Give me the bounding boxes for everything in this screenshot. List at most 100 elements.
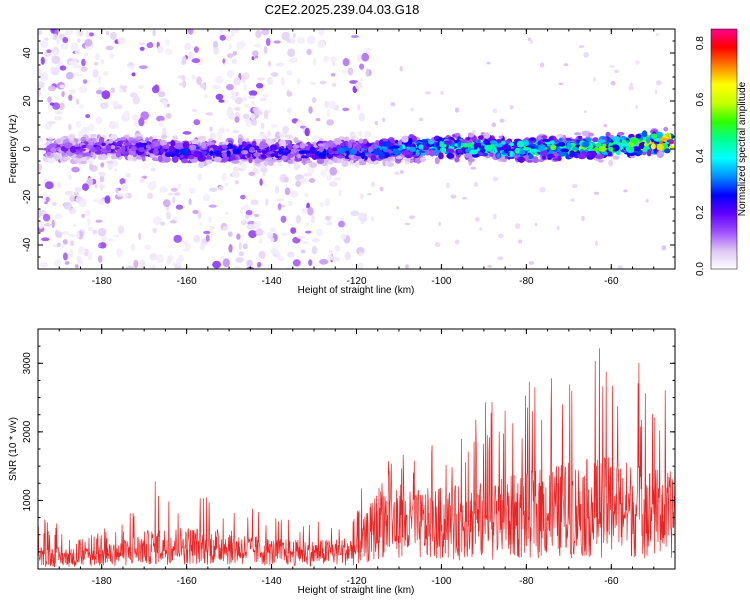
- spectrogram-noise-blob: [593, 76, 596, 82]
- spectrogram-noise-blob: [304, 127, 310, 137]
- spectrogram-noise-blob: [661, 245, 667, 251]
- spectrogram-signal-blob: [249, 146, 255, 152]
- spectrogram-signal-blob: [438, 152, 444, 160]
- spectrogram-signal-blob: [238, 144, 243, 150]
- spectrogram-noise-blob: [349, 80, 358, 84]
- spectrogram-noise-blob: [248, 95, 256, 99]
- spectrogram-noise-blob: [100, 102, 109, 110]
- colorbar-tick-label: 0.2: [695, 205, 706, 219]
- spectrogram-noise-blob: [130, 243, 136, 252]
- spectrogram-noise-blob: [46, 49, 52, 53]
- spectrogram-noise-blob: [175, 204, 184, 210]
- spectrogram-noise-blob: [115, 187, 119, 194]
- snr-y-ticks: 1000 2000 3000: [22, 328, 675, 570]
- spectrogram-signal-blob: [355, 131, 360, 138]
- spectrogram-signal-blob: [629, 137, 637, 144]
- spectrogram-signal-blob: [401, 135, 409, 143]
- spectrogram-signal-blob: [656, 143, 664, 151]
- spectrogram-noise-blob: [234, 96, 243, 105]
- spectrogram-noise-blob: [92, 229, 98, 235]
- spectrogram-noise-blob: [100, 235, 108, 242]
- spectrogram-signal-blob: [231, 160, 240, 164]
- spectrogram-noise-blob: [92, 69, 99, 78]
- spectrogram-noise-blob: [218, 127, 225, 134]
- spectrogram-noise-blob: [218, 99, 225, 103]
- spectrogram-noise-blob: [461, 196, 468, 200]
- spectrogram-noise-blob: [654, 89, 658, 95]
- spectrogram-x-tick-label: -60: [604, 276, 619, 287]
- spectrogram-signal-blob: [445, 148, 455, 154]
- spectrogram-noise-blob: [326, 109, 331, 118]
- spectrogram-signal-blob: [47, 158, 56, 163]
- spectrogram-signal-blob: [188, 144, 197, 151]
- spectrogram-noise-blob: [250, 199, 259, 206]
- spectrogram-signal-blob: [317, 152, 327, 159]
- spectrogram-noise-blob: [251, 119, 258, 126]
- spectrogram-noise-blob: [333, 176, 342, 182]
- spectrogram-signal-blob: [86, 139, 94, 146]
- spectrogram-signal-blob: [467, 133, 475, 138]
- spectrogram-signal-blob: [285, 134, 294, 139]
- spectrogram-noise-blob: [357, 104, 361, 111]
- spectrogram-noise-blob: [84, 209, 91, 217]
- spectrogram-signal-blob: [333, 138, 342, 145]
- spectrogram-noise-blob: [242, 96, 248, 102]
- spectrogram-noise-blob: [199, 222, 203, 226]
- spectrogram-noise-blob: [256, 82, 264, 89]
- spectrogram-noise-blob: [47, 136, 55, 140]
- snr-panel: -180 -160 -140 -120 -100 -80 -60 100020003000 …: [8, 328, 676, 596]
- spectrogram-noise-blob: [222, 226, 229, 231]
- spectrogram-signal-blob: [168, 145, 175, 153]
- spectrogram-noise-blob: [173, 234, 182, 243]
- spectrogram-signal-blob: [332, 156, 338, 163]
- spectrogram-noise-blob: [326, 174, 333, 181]
- spectrogram-noise-blob: [581, 215, 585, 221]
- colorbar-ticks: 0.0 0.2 0.4 0.6 0.8: [695, 36, 706, 276]
- spectrogram-noise-blob: [317, 40, 326, 49]
- spectrogram-noise-blob: [68, 207, 77, 215]
- spectrogram-noise-blob: [645, 198, 649, 203]
- spectrogram-signal-blob: [181, 158, 188, 164]
- spectrogram-noise-blob: [120, 183, 129, 192]
- spectrogram-signal-blob: [548, 153, 554, 157]
- spectrogram-noise-blob: [242, 113, 250, 120]
- spectrogram-noise-blob: [329, 250, 333, 254]
- spectrogram-noise-blob: [262, 94, 269, 98]
- spectrogram-noise-blob: [216, 131, 222, 140]
- spectrogram-signal-blob: [347, 141, 353, 149]
- spectrogram-signal-blob: [95, 146, 101, 151]
- spectrogram-noise-blob: [434, 242, 441, 247]
- spectrogram-signal-blob: [608, 146, 614, 152]
- spectrogram-signal-blob: [169, 153, 176, 158]
- spectrogram-noise-blob: [97, 198, 106, 205]
- spectrogram-noise-blob: [234, 106, 241, 111]
- spectrogram-noise-blob: [357, 262, 364, 269]
- spectrogram-noise-blob: [212, 260, 222, 269]
- spectrogram-noise-blob: [188, 29, 194, 35]
- spectrogram-noise-blob: [100, 162, 105, 168]
- spectrogram-signal-blob: [406, 146, 411, 151]
- spectrogram-noise-blob: [583, 52, 589, 58]
- spectrogram-noise-blob: [410, 107, 414, 112]
- spectrogram-noise-blob: [260, 122, 265, 130]
- spectrogram-signal-blob: [120, 137, 127, 141]
- spectrogram-y-tick-label: 40: [22, 47, 33, 59]
- spectrogram-noise-blob: [224, 182, 229, 187]
- spectrogram-signal-blob: [115, 151, 122, 158]
- spectrogram-noise-blob: [75, 98, 80, 105]
- spectrogram-signal-blob: [496, 143, 503, 148]
- spectrogram-signal-blob: [119, 151, 128, 155]
- spectrogram-noise-blob: [106, 160, 114, 164]
- spectrogram-noise-blob: [220, 255, 225, 260]
- spectrogram-signal-blob: [587, 132, 594, 137]
- spectrogram-noise-blob: [284, 176, 289, 183]
- spectrogram-noise-blob: [191, 108, 198, 113]
- spectrogram-signal-blob: [581, 130, 589, 137]
- spectrogram-noise-blob: [133, 259, 139, 269]
- spectrogram-signal-blob: [612, 136, 621, 143]
- spectrogram-noise-blob: [497, 233, 504, 239]
- spectrogram-noise-blob: [265, 198, 269, 206]
- spectrogram-signal-blob: [337, 147, 345, 154]
- spectrogram-noise-blob: [270, 124, 279, 128]
- spectrogram-noise-blob: [258, 250, 266, 259]
